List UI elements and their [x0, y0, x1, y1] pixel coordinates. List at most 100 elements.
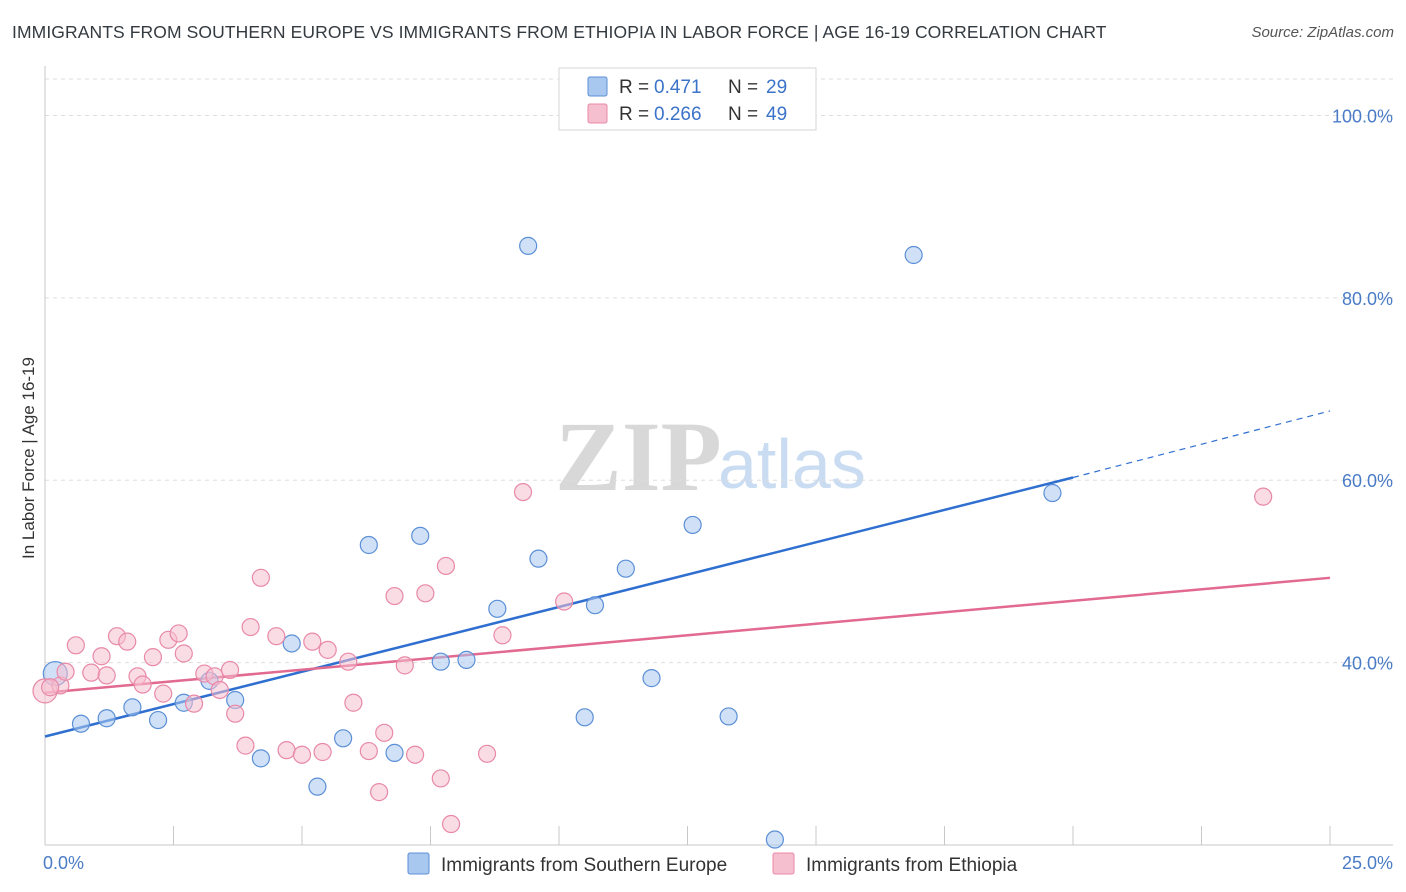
point-ethiopia	[395, 656, 414, 675]
point-southern-europe	[519, 236, 538, 255]
point-ethiopia	[493, 626, 512, 645]
trend-line-ethiopia	[44, 576, 1331, 694]
chart-source: Source: ZipAtlas.com	[1251, 24, 1394, 41]
point-southern-europe	[97, 709, 116, 728]
point-ethiopia	[241, 617, 260, 637]
point-ethiopia	[436, 556, 456, 576]
point-southern-europe	[765, 830, 784, 849]
point-southern-europe	[148, 710, 168, 730]
point-ethiopia	[385, 586, 404, 606]
point-ethiopia	[66, 636, 85, 655]
legend-n-value-ethiopia: 49	[766, 104, 787, 125]
point-ethiopia	[431, 769, 450, 788]
legend-r-value-ethiopia: 0.266	[654, 104, 702, 125]
legend-n-label-ethiopia: N =	[728, 104, 758, 125]
point-southern-europe	[359, 535, 378, 555]
point-southern-europe	[719, 707, 738, 726]
point-ethiopia	[82, 663, 101, 682]
point-ethiopia	[318, 640, 337, 659]
legend-r-label-ethiopia: R =	[619, 104, 649, 125]
watermark-zip: ZIP	[555, 401, 722, 512]
point-southern-europe	[308, 777, 327, 796]
point-southern-europe	[457, 650, 476, 669]
bottom-legend-swatch-ethiopia	[772, 852, 795, 875]
point-southern-europe	[385, 743, 404, 762]
point-southern-europe	[251, 749, 270, 768]
point-ethiopia	[344, 693, 363, 712]
point-southern-europe	[904, 245, 923, 265]
point-ethiopia	[416, 584, 435, 603]
legend: R = 0.471 N = 29 R = 0.266 N = 49	[558, 67, 817, 131]
point-southern-europe	[616, 559, 635, 578]
chart-title: IMMIGRANTS FROM SOUTHERN EUROPE VS IMMIG…	[12, 22, 1107, 42]
point-ethiopia	[210, 680, 229, 700]
point-ethiopia	[303, 632, 322, 651]
x-tick-label: 0.0%	[43, 853, 84, 873]
point-ethiopia	[174, 644, 193, 663]
point-southern-europe	[683, 515, 702, 535]
legend-r-value-southern-europe: 0.471	[654, 77, 702, 98]
point-ethiopia	[169, 624, 188, 643]
point-ethiopia	[477, 744, 497, 763]
point-ethiopia	[267, 627, 286, 646]
trend-extension-southern-europe	[1072, 410, 1331, 479]
point-southern-europe	[642, 669, 661, 688]
grid-lines	[45, 78, 1393, 664]
bottom-legend-label-ethiopia: Immigrants from Ethiopia	[806, 855, 1018, 876]
bottom-legend: Immigrants from Southern Europe Immigran…	[407, 852, 1018, 876]
point-southern-europe	[411, 526, 430, 545]
y-tick-label: 100.0%	[1332, 106, 1393, 126]
point-ethiopia	[375, 723, 394, 742]
point-ethiopia	[339, 652, 358, 671]
point-ethiopia	[405, 745, 425, 764]
y-tick-label: 60.0%	[1342, 471, 1393, 491]
tick-labels: 40.0% 60.0% 80.0% 100.0% 0.0% 25.0%	[43, 106, 1393, 873]
point-ethiopia	[220, 660, 240, 680]
point-ethiopia	[1254, 487, 1273, 506]
point-ethiopia	[92, 647, 111, 666]
y-tick-label: 40.0%	[1342, 654, 1393, 674]
point-ethiopia	[359, 741, 378, 761]
point-southern-europe	[488, 599, 507, 618]
point-southern-europe	[529, 549, 548, 568]
y-axis-title: In Labor Force | Age 16-19	[19, 357, 38, 559]
point-southern-europe	[1043, 483, 1062, 503]
legend-swatch-ethiopia	[587, 103, 608, 124]
point-ethiopia	[226, 704, 245, 723]
point-ethiopia	[184, 694, 204, 713]
legend-r-label-southern-europe: R =	[619, 77, 649, 98]
data-points	[32, 236, 1273, 849]
legend-n-value-southern-europe: 29	[766, 77, 787, 98]
point-ethiopia	[370, 783, 389, 802]
point-ethiopia	[277, 741, 296, 760]
legend-n-label-southern-europe: N =	[728, 77, 758, 98]
point-ethiopia	[251, 568, 270, 587]
x-tick-label: 25.0%	[1342, 853, 1393, 873]
point-southern-europe	[575, 708, 594, 727]
bottom-legend-swatch-southern-europe	[407, 852, 430, 875]
point-southern-europe	[71, 714, 91, 733]
point-ethiopia	[236, 736, 255, 755]
point-southern-europe	[282, 634, 301, 653]
point-ethiopia	[118, 632, 137, 651]
point-ethiopia	[313, 742, 332, 762]
point-southern-europe	[585, 596, 605, 615]
point-ethiopia	[292, 745, 312, 764]
bottom-legend-label-southern-europe: Immigrants from Southern Europe	[441, 855, 727, 876]
point-southern-europe	[334, 729, 353, 748]
point-southern-europe	[123, 698, 142, 717]
point-ethiopia	[441, 814, 461, 834]
point-ethiopia	[555, 592, 574, 611]
point-ethiopia	[56, 662, 75, 681]
point-ethiopia	[97, 666, 116, 685]
point-southern-europe	[431, 652, 450, 671]
watermark-atlas: atlas	[718, 425, 866, 503]
axes	[44, 66, 1393, 846]
point-ethiopia	[41, 678, 60, 697]
y-tick-label: 80.0%	[1342, 289, 1393, 309]
watermark: ZIP atlas	[555, 401, 866, 512]
legend-swatch-southern-europe	[587, 76, 608, 97]
point-ethiopia	[513, 482, 533, 502]
point-ethiopia	[154, 684, 173, 703]
